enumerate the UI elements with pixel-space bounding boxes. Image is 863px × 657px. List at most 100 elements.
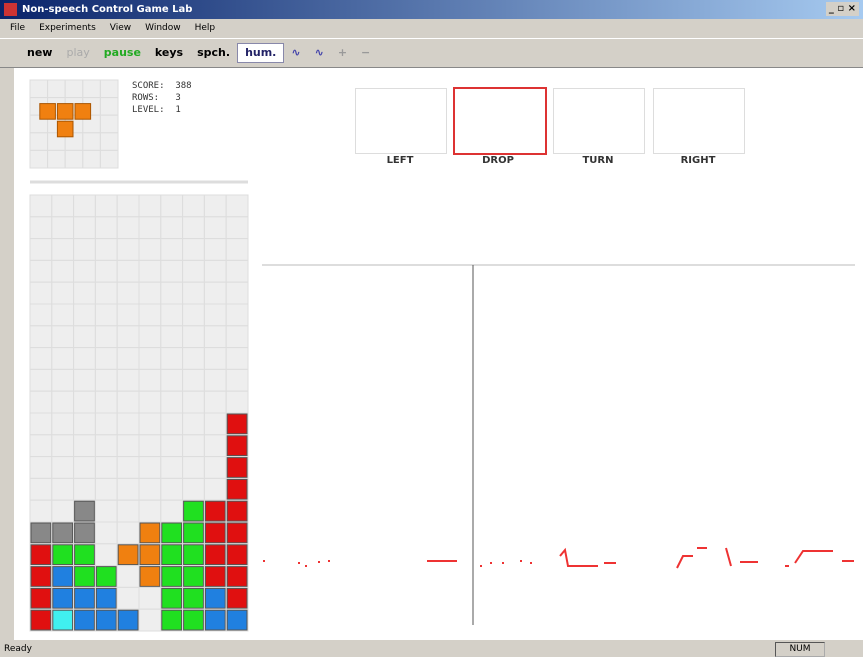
preview-cell — [83, 150, 101, 168]
board-cell — [139, 478, 161, 500]
board-cell — [52, 348, 74, 370]
block — [31, 567, 51, 587]
block — [184, 567, 204, 587]
preview-cell — [30, 133, 48, 151]
board-cell — [204, 239, 226, 261]
board-cell — [161, 304, 183, 326]
block — [227, 479, 247, 499]
block — [227, 588, 247, 608]
board-cell — [95, 391, 117, 413]
board-cell — [52, 195, 74, 217]
board-cell — [95, 282, 117, 304]
board-cell — [161, 457, 183, 479]
board-cell — [52, 217, 74, 239]
board-cell — [204, 282, 226, 304]
preview-block — [57, 121, 73, 137]
rows: ROWS: 3 — [132, 92, 192, 104]
board-cell — [52, 413, 74, 435]
board-cell — [95, 195, 117, 217]
board-cell — [30, 326, 52, 348]
board-cell — [161, 326, 183, 348]
board-cell — [52, 260, 74, 282]
board-cell — [183, 304, 205, 326]
board-cell — [117, 478, 139, 500]
board-cell — [183, 239, 205, 261]
board-cell — [74, 260, 96, 282]
preview-cell — [83, 133, 101, 151]
block — [162, 523, 182, 543]
board-cell — [95, 544, 117, 566]
command-box[interactable] — [355, 88, 447, 154]
preview-cell — [65, 80, 83, 98]
board-cell — [183, 457, 205, 479]
board-cell — [117, 282, 139, 304]
block — [53, 545, 73, 565]
block — [75, 567, 95, 587]
block — [162, 610, 182, 630]
board-cell — [30, 348, 52, 370]
board-cell — [161, 217, 183, 239]
board-cell — [95, 326, 117, 348]
preview-cell — [48, 80, 66, 98]
command-box[interactable] — [653, 88, 745, 154]
stats: SCORE: 388ROWS: 3LEVEL: 1 — [132, 80, 192, 116]
block — [227, 501, 247, 521]
board-cell — [117, 522, 139, 544]
board-cell — [117, 391, 139, 413]
status-text: Ready — [4, 644, 32, 654]
block — [227, 523, 247, 543]
preview-cell — [65, 150, 83, 168]
block — [75, 610, 95, 630]
block — [140, 567, 160, 587]
board-cell — [139, 413, 161, 435]
block — [96, 588, 116, 608]
board-cell — [226, 217, 248, 239]
board-cell — [117, 500, 139, 522]
board-cell — [30, 217, 52, 239]
board-cell — [139, 239, 161, 261]
command-box-selected[interactable] — [453, 87, 547, 155]
board-cell — [52, 435, 74, 457]
board-cell — [226, 282, 248, 304]
board-cell — [117, 566, 139, 588]
board-cell — [183, 195, 205, 217]
board-cell — [226, 369, 248, 391]
block — [227, 610, 247, 630]
board-cell — [74, 239, 96, 261]
board-cell — [226, 348, 248, 370]
block — [184, 588, 204, 608]
pitch-trace — [263, 548, 854, 568]
board-cell — [161, 369, 183, 391]
block — [184, 501, 204, 521]
board-cell — [30, 304, 52, 326]
preview-cell — [48, 150, 66, 168]
board-cell — [161, 260, 183, 282]
preview-cell — [100, 80, 118, 98]
command-label: RIGHT — [653, 155, 743, 166]
board-cell — [30, 435, 52, 457]
board-cell — [30, 369, 52, 391]
command-label: LEFT — [355, 155, 445, 166]
board-cell — [74, 304, 96, 326]
board-cell — [117, 587, 139, 609]
block — [227, 545, 247, 565]
preview-cell — [30, 80, 48, 98]
board-cell — [117, 239, 139, 261]
board-cell — [95, 217, 117, 239]
block — [205, 523, 225, 543]
block — [31, 523, 51, 543]
block — [205, 567, 225, 587]
board-cell — [139, 500, 161, 522]
board-cell — [204, 435, 226, 457]
block — [227, 414, 247, 434]
board-cell — [161, 391, 183, 413]
board-cell — [183, 260, 205, 282]
app-window: Non-speech Control Game Lab _ ▫ × FileEx… — [0, 0, 863, 657]
block — [184, 545, 204, 565]
block — [184, 523, 204, 543]
block — [205, 501, 225, 521]
board-cell — [139, 282, 161, 304]
command-box[interactable] — [553, 88, 645, 154]
board-cell — [52, 326, 74, 348]
board-cell — [95, 500, 117, 522]
